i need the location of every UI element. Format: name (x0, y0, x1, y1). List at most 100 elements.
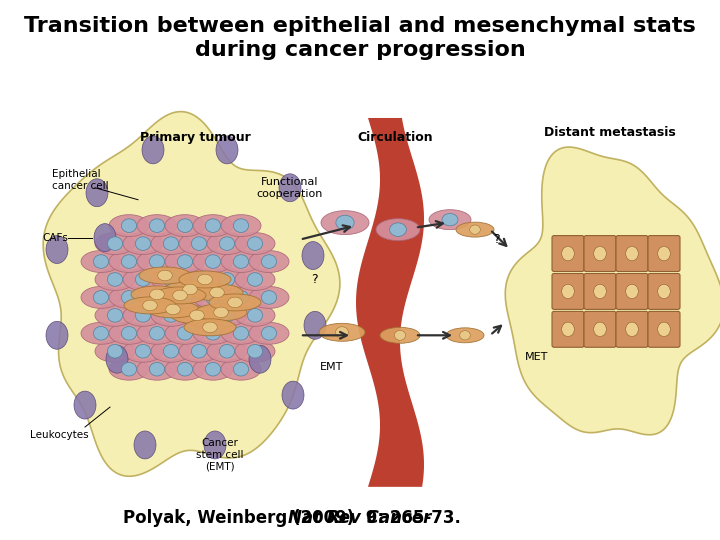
Ellipse shape (193, 322, 233, 345)
Ellipse shape (151, 233, 191, 254)
Ellipse shape (261, 327, 276, 340)
Ellipse shape (594, 284, 606, 299)
Ellipse shape (150, 255, 165, 268)
Ellipse shape (248, 237, 263, 251)
Ellipse shape (163, 308, 179, 322)
Text: Cancer
stem cell
(EMT): Cancer stem cell (EMT) (197, 438, 244, 471)
Ellipse shape (321, 211, 369, 234)
Ellipse shape (95, 268, 135, 291)
Polygon shape (43, 112, 340, 476)
Ellipse shape (163, 237, 179, 251)
Ellipse shape (81, 322, 121, 345)
Ellipse shape (657, 322, 670, 336)
Ellipse shape (190, 310, 204, 321)
Ellipse shape (205, 327, 220, 340)
Ellipse shape (151, 305, 191, 326)
Ellipse shape (94, 255, 109, 268)
Ellipse shape (151, 340, 191, 362)
Ellipse shape (137, 215, 177, 237)
Ellipse shape (228, 297, 242, 308)
Ellipse shape (657, 284, 670, 299)
Ellipse shape (657, 246, 670, 261)
FancyBboxPatch shape (648, 312, 680, 347)
Ellipse shape (109, 286, 149, 308)
Ellipse shape (192, 273, 207, 286)
Ellipse shape (192, 308, 207, 322)
Ellipse shape (248, 273, 263, 286)
Ellipse shape (147, 301, 199, 318)
Ellipse shape (81, 251, 121, 273)
Ellipse shape (319, 323, 365, 341)
Ellipse shape (165, 286, 205, 308)
Ellipse shape (123, 340, 163, 362)
Ellipse shape (220, 308, 235, 322)
Ellipse shape (46, 235, 68, 264)
Ellipse shape (626, 246, 639, 261)
Ellipse shape (626, 284, 639, 299)
Ellipse shape (220, 345, 235, 358)
Text: MET: MET (525, 352, 549, 362)
Ellipse shape (282, 381, 304, 409)
Ellipse shape (150, 219, 165, 232)
Ellipse shape (233, 255, 248, 268)
Ellipse shape (233, 291, 248, 304)
Text: Distant metastasis: Distant metastasis (544, 126, 676, 139)
Ellipse shape (235, 305, 275, 326)
Ellipse shape (107, 237, 122, 251)
Ellipse shape (109, 215, 149, 237)
Ellipse shape (302, 241, 324, 269)
FancyBboxPatch shape (552, 273, 584, 309)
Ellipse shape (150, 362, 165, 376)
Ellipse shape (94, 327, 109, 340)
Ellipse shape (336, 215, 354, 230)
FancyBboxPatch shape (552, 312, 584, 347)
Ellipse shape (210, 287, 225, 298)
Ellipse shape (109, 358, 149, 380)
Ellipse shape (207, 340, 247, 362)
Text: CAFs: CAFs (42, 233, 68, 242)
Ellipse shape (183, 284, 197, 295)
Ellipse shape (235, 340, 275, 362)
Ellipse shape (221, 322, 261, 345)
Ellipse shape (163, 345, 179, 358)
Ellipse shape (171, 307, 223, 324)
Ellipse shape (233, 362, 248, 376)
Ellipse shape (184, 319, 236, 336)
Ellipse shape (123, 305, 163, 326)
Ellipse shape (143, 300, 157, 310)
Ellipse shape (164, 281, 216, 298)
Text: ?: ? (492, 233, 499, 246)
Ellipse shape (165, 358, 205, 380)
Ellipse shape (261, 291, 276, 304)
Ellipse shape (203, 322, 217, 333)
Ellipse shape (562, 322, 575, 336)
Text: EMT: EMT (320, 362, 343, 372)
Text: Epithelial
cancer cell: Epithelial cancer cell (52, 169, 109, 191)
Ellipse shape (135, 237, 150, 251)
Ellipse shape (193, 358, 233, 380)
Ellipse shape (221, 251, 261, 273)
Ellipse shape (150, 291, 165, 304)
Ellipse shape (207, 233, 247, 254)
Ellipse shape (122, 291, 137, 304)
Ellipse shape (95, 305, 135, 326)
Ellipse shape (207, 268, 247, 291)
Ellipse shape (163, 273, 179, 286)
Text: Circulation: Circulation (357, 131, 433, 144)
Ellipse shape (469, 225, 480, 234)
Ellipse shape (594, 322, 606, 336)
Text: ?: ? (311, 273, 318, 286)
Ellipse shape (209, 294, 261, 311)
Ellipse shape (95, 233, 135, 254)
Ellipse shape (205, 219, 220, 232)
Ellipse shape (192, 237, 207, 251)
Ellipse shape (109, 322, 149, 345)
Ellipse shape (395, 330, 405, 340)
Ellipse shape (459, 330, 470, 340)
FancyBboxPatch shape (552, 235, 584, 272)
Ellipse shape (380, 327, 420, 343)
Ellipse shape (248, 308, 263, 322)
Text: Leukocytes: Leukocytes (30, 430, 89, 440)
Ellipse shape (198, 274, 212, 285)
Ellipse shape (173, 290, 187, 301)
